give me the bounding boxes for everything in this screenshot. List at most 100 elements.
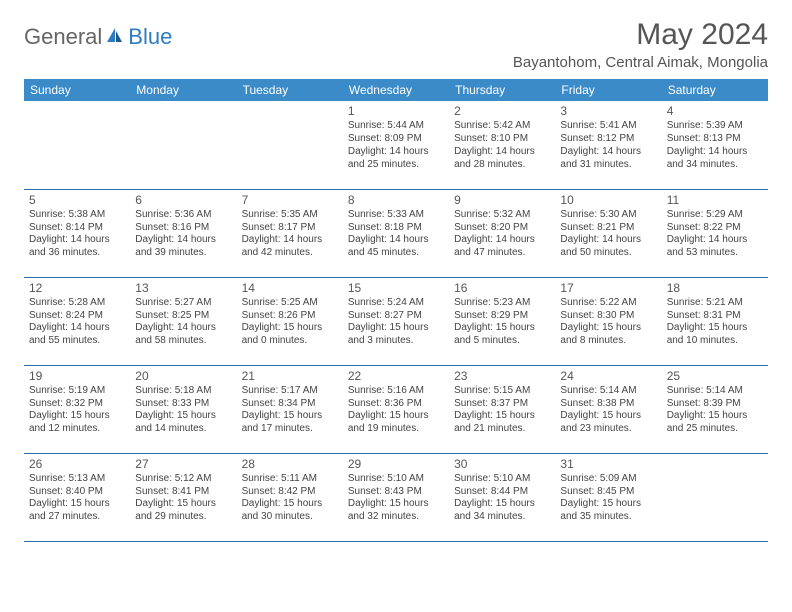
sunset-text: Sunset: 8:34 PM	[242, 398, 338, 411]
sunset-text: Sunset: 8:26 PM	[242, 310, 338, 323]
sunrise-text: Sunrise: 5:44 AM	[348, 120, 444, 133]
day-number: 22	[348, 369, 444, 384]
sunrise-text: Sunrise: 5:25 AM	[242, 297, 338, 310]
daylight-text: and 29 minutes.	[135, 511, 231, 524]
day-number: 27	[135, 457, 231, 472]
daylight-text: Daylight: 14 hours	[242, 234, 338, 247]
weekday-tuesday: Tuesday	[237, 79, 343, 101]
header: General Blue May 2024 Bayantohom, Centra…	[24, 18, 768, 71]
weekday-wednesday: Wednesday	[343, 79, 449, 101]
daylight-text: Daylight: 15 hours	[29, 410, 125, 423]
daylight-text: Daylight: 14 hours	[348, 234, 444, 247]
sunrise-text: Sunrise: 5:30 AM	[560, 209, 656, 222]
daylight-text: and 50 minutes.	[560, 247, 656, 260]
calendar-cell: 1Sunrise: 5:44 AMSunset: 8:09 PMDaylight…	[343, 101, 449, 189]
sunrise-text: Sunrise: 5:18 AM	[135, 385, 231, 398]
sunrise-text: Sunrise: 5:11 AM	[242, 473, 338, 486]
daylight-text: and 36 minutes.	[29, 247, 125, 260]
day-number: 1	[348, 104, 444, 119]
daylight-text: Daylight: 15 hours	[454, 410, 550, 423]
calendar-cell: 13Sunrise: 5:27 AMSunset: 8:25 PMDayligh…	[130, 277, 236, 365]
calendar-cell: 8Sunrise: 5:33 AMSunset: 8:18 PMDaylight…	[343, 189, 449, 277]
daylight-text: and 45 minutes.	[348, 247, 444, 260]
sunset-text: Sunset: 8:39 PM	[667, 398, 763, 411]
sunset-text: Sunset: 8:38 PM	[560, 398, 656, 411]
sunrise-text: Sunrise: 5:24 AM	[348, 297, 444, 310]
daylight-text: Daylight: 15 hours	[242, 322, 338, 335]
daylight-text: Daylight: 15 hours	[454, 322, 550, 335]
daylight-text: Daylight: 15 hours	[667, 410, 763, 423]
sunset-text: Sunset: 8:31 PM	[667, 310, 763, 323]
daylight-text: and 39 minutes.	[135, 247, 231, 260]
daylight-text: and 42 minutes.	[242, 247, 338, 260]
calendar-cell: 12Sunrise: 5:28 AMSunset: 8:24 PMDayligh…	[24, 277, 130, 365]
weekday-saturday: Saturday	[662, 79, 768, 101]
day-number: 28	[242, 457, 338, 472]
daylight-text: Daylight: 15 hours	[242, 498, 338, 511]
day-number: 15	[348, 281, 444, 296]
calendar-cell: 23Sunrise: 5:15 AMSunset: 8:37 PMDayligh…	[449, 365, 555, 453]
calendar-cell: 22Sunrise: 5:16 AMSunset: 8:36 PMDayligh…	[343, 365, 449, 453]
sunrise-text: Sunrise: 5:14 AM	[560, 385, 656, 398]
calendar-cell: 24Sunrise: 5:14 AMSunset: 8:38 PMDayligh…	[555, 365, 661, 453]
sunset-text: Sunset: 8:09 PM	[348, 133, 444, 146]
calendar-cell: 10Sunrise: 5:30 AMSunset: 8:21 PMDayligh…	[555, 189, 661, 277]
sunrise-text: Sunrise: 5:42 AM	[454, 120, 550, 133]
sunrise-text: Sunrise: 5:23 AM	[454, 297, 550, 310]
sunset-text: Sunset: 8:16 PM	[135, 222, 231, 235]
sunrise-text: Sunrise: 5:16 AM	[348, 385, 444, 398]
logo-sail-icon	[105, 26, 125, 49]
day-number: 14	[242, 281, 338, 296]
daylight-text: and 8 minutes.	[560, 335, 656, 348]
daylight-text: and 5 minutes.	[454, 335, 550, 348]
calendar-week-row: 19Sunrise: 5:19 AMSunset: 8:32 PMDayligh…	[24, 365, 768, 453]
logo-text-blue: Blue	[128, 24, 172, 50]
calendar-cell: 18Sunrise: 5:21 AMSunset: 8:31 PMDayligh…	[662, 277, 768, 365]
calendar-week-row: 26Sunrise: 5:13 AMSunset: 8:40 PMDayligh…	[24, 453, 768, 541]
sunrise-text: Sunrise: 5:10 AM	[454, 473, 550, 486]
daylight-text: and 31 minutes.	[560, 159, 656, 172]
daylight-text: Daylight: 15 hours	[560, 322, 656, 335]
location-text: Bayantohom, Central Aimak, Mongolia	[513, 54, 768, 71]
daylight-text: and 28 minutes.	[454, 159, 550, 172]
day-number: 16	[454, 281, 550, 296]
day-number: 21	[242, 369, 338, 384]
calendar-cell: 7Sunrise: 5:35 AMSunset: 8:17 PMDaylight…	[237, 189, 343, 277]
day-number: 29	[348, 457, 444, 472]
daylight-text: and 32 minutes.	[348, 511, 444, 524]
daylight-text: and 23 minutes.	[560, 423, 656, 436]
daylight-text: and 58 minutes.	[135, 335, 231, 348]
calendar-cell: 25Sunrise: 5:14 AMSunset: 8:39 PMDayligh…	[662, 365, 768, 453]
daylight-text: and 21 minutes.	[454, 423, 550, 436]
calendar-cell: 29Sunrise: 5:10 AMSunset: 8:43 PMDayligh…	[343, 453, 449, 541]
sunrise-text: Sunrise: 5:27 AM	[135, 297, 231, 310]
sunset-text: Sunset: 8:25 PM	[135, 310, 231, 323]
daylight-text: and 47 minutes.	[454, 247, 550, 260]
sunset-text: Sunset: 8:20 PM	[454, 222, 550, 235]
sunset-text: Sunset: 8:13 PM	[667, 133, 763, 146]
day-number: 26	[29, 457, 125, 472]
sunrise-text: Sunrise: 5:33 AM	[348, 209, 444, 222]
calendar-cell: 3Sunrise: 5:41 AMSunset: 8:12 PMDaylight…	[555, 101, 661, 189]
calendar-cell: 16Sunrise: 5:23 AMSunset: 8:29 PMDayligh…	[449, 277, 555, 365]
daylight-text: and 35 minutes.	[560, 511, 656, 524]
day-number: 13	[135, 281, 231, 296]
sunrise-text: Sunrise: 5:14 AM	[667, 385, 763, 398]
calendar-cell: 21Sunrise: 5:17 AMSunset: 8:34 PMDayligh…	[237, 365, 343, 453]
daylight-text: and 3 minutes.	[348, 335, 444, 348]
weekday-header-row: Sunday Monday Tuesday Wednesday Thursday…	[24, 79, 768, 101]
sunrise-text: Sunrise: 5:36 AM	[135, 209, 231, 222]
calendar-week-row: 5Sunrise: 5:38 AMSunset: 8:14 PMDaylight…	[24, 189, 768, 277]
calendar-cell: 30Sunrise: 5:10 AMSunset: 8:44 PMDayligh…	[449, 453, 555, 541]
sunrise-text: Sunrise: 5:28 AM	[29, 297, 125, 310]
day-number: 4	[667, 104, 763, 119]
day-number: 11	[667, 193, 763, 208]
daylight-text: Daylight: 14 hours	[135, 322, 231, 335]
weekday-friday: Friday	[555, 79, 661, 101]
daylight-text: and 53 minutes.	[667, 247, 763, 260]
calendar-cell: 2Sunrise: 5:42 AMSunset: 8:10 PMDaylight…	[449, 101, 555, 189]
sunset-text: Sunset: 8:32 PM	[29, 398, 125, 411]
logo: General Blue	[24, 24, 172, 50]
weekday-monday: Monday	[130, 79, 236, 101]
title-block: May 2024 Bayantohom, Central Aimak, Mong…	[513, 18, 768, 71]
